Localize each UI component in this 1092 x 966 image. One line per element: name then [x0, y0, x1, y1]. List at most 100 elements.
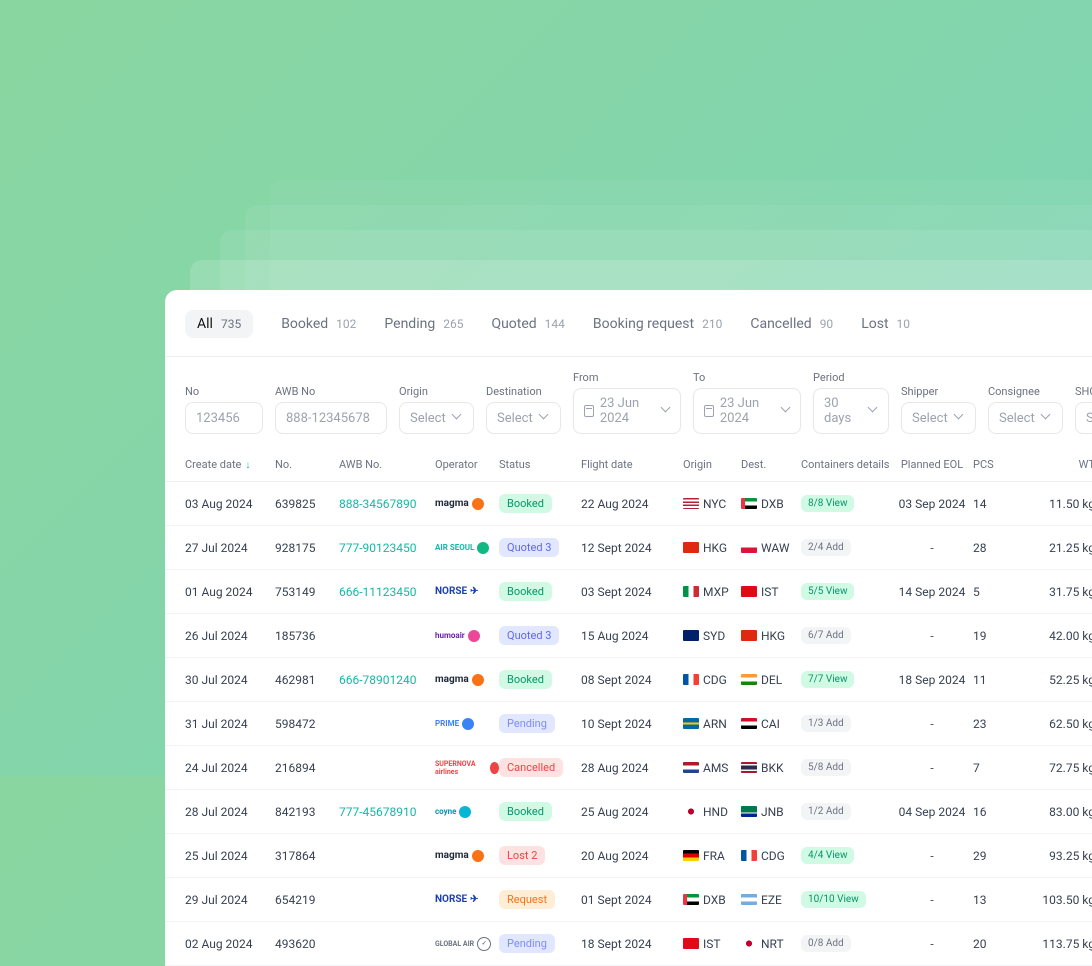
table-row[interactable]: 03 Aug 2024639825888-34567890magmaBooked… [165, 482, 1092, 526]
cell-containers[interactable]: 1/2 Add [801, 803, 891, 820]
cell-flight-date: 01 Sept 2024 [581, 893, 683, 907]
cell-create-date: 31 Jul 2024 [185, 717, 275, 731]
tab-all[interactable]: All735 [185, 310, 253, 338]
cell-origin: DXB [683, 893, 741, 907]
tab-booked[interactable]: Booked102 [281, 310, 356, 338]
cell-dest: DXB [741, 497, 801, 511]
flag-it [683, 586, 699, 597]
cell-awb[interactable]: 666-78901240 [339, 673, 435, 687]
cell-containers[interactable]: 0/8 Add [801, 935, 891, 952]
to-date[interactable]: 23 Jun 2024 [693, 388, 801, 434]
cell-containers[interactable]: 7/7 View [801, 671, 891, 688]
cell-containers[interactable]: 10/10 View [801, 891, 891, 908]
status-badge: Booked [499, 582, 552, 601]
table-row[interactable]: 29 Jul 2024654219NORSE✈Request01 Sept 20… [165, 878, 1092, 922]
operator-logo: NORSE✈ [435, 586, 499, 597]
operator-logo: humoair [435, 630, 499, 642]
tab-lost[interactable]: Lost10 [861, 310, 910, 338]
cell-containers[interactable]: 5/5 View [801, 583, 891, 600]
col-origin[interactable]: Origin [683, 458, 741, 471]
table-row[interactable]: 27 Jul 2024928175777-90123450AIR SEOULQu… [165, 526, 1092, 570]
from-date[interactable]: 23 Jun 2024 [573, 388, 681, 434]
table-row[interactable]: 26 Jul 2024185736humoairQuoted 315 Aug 2… [165, 614, 1092, 658]
cell-no: 598472 [275, 717, 339, 731]
col-awb[interactable]: AWB No. [339, 458, 435, 471]
cell-containers[interactable]: 6/7 Add [801, 627, 891, 644]
cell-origin: NYC [683, 497, 741, 511]
cell-create-date: 03 Aug 2024 [185, 497, 275, 511]
cell-awb[interactable]: 666-11123450 [339, 585, 435, 599]
col-operator[interactable]: Operator [435, 458, 499, 471]
tab-cancelled[interactable]: Cancelled90 [750, 310, 833, 338]
col-containers[interactable]: Containers details [801, 458, 891, 471]
cell-no: 317864 [275, 849, 339, 863]
cell-operator: magma [435, 498, 499, 510]
col-status[interactable]: Status [499, 458, 581, 471]
cell-pcs: 13 [973, 893, 1025, 907]
tab-booking-request[interactable]: Booking request210 [593, 310, 722, 338]
cell-origin: AMS [683, 761, 741, 775]
cell-awb[interactable]: 777-45678910 [339, 805, 435, 819]
tab-pending[interactable]: Pending265 [384, 310, 463, 338]
cell-awb[interactable]: 777-90123450 [339, 541, 435, 555]
from-label: From [573, 371, 681, 384]
flag-fr [741, 850, 757, 861]
cell-wt: 103.50 kg [1025, 893, 1092, 907]
shc-select[interactable]: Select [1075, 402, 1092, 434]
col-dest[interactable]: Dest. [741, 458, 801, 471]
cell-containers[interactable]: 5/8 Add [801, 759, 891, 776]
col-pcs[interactable]: PCS [973, 458, 1025, 471]
col-eol[interactable]: Planned EOL [891, 458, 973, 471]
cell-flight-date: 10 Sept 2024 [581, 717, 683, 731]
cell-operator: GLOBAL AIR✓ [435, 937, 499, 951]
cell-flight-date: 22 Aug 2024 [581, 497, 683, 511]
cell-eol: 14 Sep 2024 [891, 585, 973, 599]
cell-flight-date: 28 Aug 2024 [581, 761, 683, 775]
flag-jp [683, 806, 699, 817]
cell-containers[interactable]: 2/4 Add [801, 539, 891, 556]
shipper-select[interactable]: Select [901, 402, 976, 434]
chevron-down-icon [662, 406, 670, 416]
table-row[interactable]: 28 Jul 2024842193777-45678910coyneBooked… [165, 790, 1092, 834]
awb-input[interactable]: 888-12345678 [275, 402, 387, 434]
cell-awb[interactable]: 888-34567890 [339, 497, 435, 511]
table-row[interactable]: 02 Aug 2024493620GLOBAL AIR✓Pending18 Se… [165, 922, 1092, 966]
status-badge: Booked [499, 670, 552, 689]
no-input[interactable]: 123456 [185, 402, 263, 434]
table-row[interactable]: 30 Jul 2024462981666-78901240magmaBooked… [165, 658, 1092, 702]
tab-quoted[interactable]: Quoted144 [491, 310, 564, 338]
col-create-date[interactable]: Create date↓ [185, 458, 275, 471]
consignee-select[interactable]: Select [988, 402, 1063, 434]
cell-pcs: 20 [973, 937, 1025, 951]
cell-dest: DEL [741, 673, 801, 687]
cell-no: 842193 [275, 805, 339, 819]
table-row[interactable]: 24 Jul 2024216894SUPERNOVA airlinesCance… [165, 746, 1092, 790]
cell-create-date: 25 Jul 2024 [185, 849, 275, 863]
destination-select[interactable]: Select [486, 402, 561, 434]
table-row[interactable]: 25 Jul 2024317864magmaLost 220 Aug 2024F… [165, 834, 1092, 878]
status-badge: Booked [499, 494, 552, 513]
table-row[interactable]: 01 Aug 2024753149666-11123450NORSE✈Booke… [165, 570, 1092, 614]
cell-containers[interactable]: 8/8 View [801, 495, 891, 512]
chevron-down-icon [955, 413, 965, 423]
cell-wt: 72.75 kg [1025, 761, 1092, 775]
cell-no: 216894 [275, 761, 339, 775]
cell-wt: 113.75 kg [1025, 937, 1092, 951]
cell-create-date: 24 Jul 2024 [185, 761, 275, 775]
cell-create-date: 28 Jul 2024 [185, 805, 275, 819]
origin-select[interactable]: Select [399, 402, 474, 434]
table-row[interactable]: 31 Jul 2024598472PRIMEPending10 Sept 202… [165, 702, 1092, 746]
col-flight-date[interactable]: Flight date [581, 458, 683, 471]
cell-wt: 31.75 kg [1025, 585, 1092, 599]
period-select[interactable]: 30 days [813, 388, 889, 434]
awb-label: AWB No [275, 385, 387, 398]
shipments-table: Create date↓ No. AWB No. Operator Status… [165, 448, 1092, 966]
cell-containers[interactable]: 1/3 Add [801, 715, 891, 732]
cell-operator: humoair [435, 630, 499, 642]
col-wt[interactable]: WT [1025, 458, 1092, 471]
flag-in [741, 674, 757, 685]
col-no[interactable]: No. [275, 458, 339, 471]
cell-containers[interactable]: 4/4 View [801, 847, 891, 864]
cell-no: 462981 [275, 673, 339, 687]
calendar-icon [704, 405, 714, 417]
